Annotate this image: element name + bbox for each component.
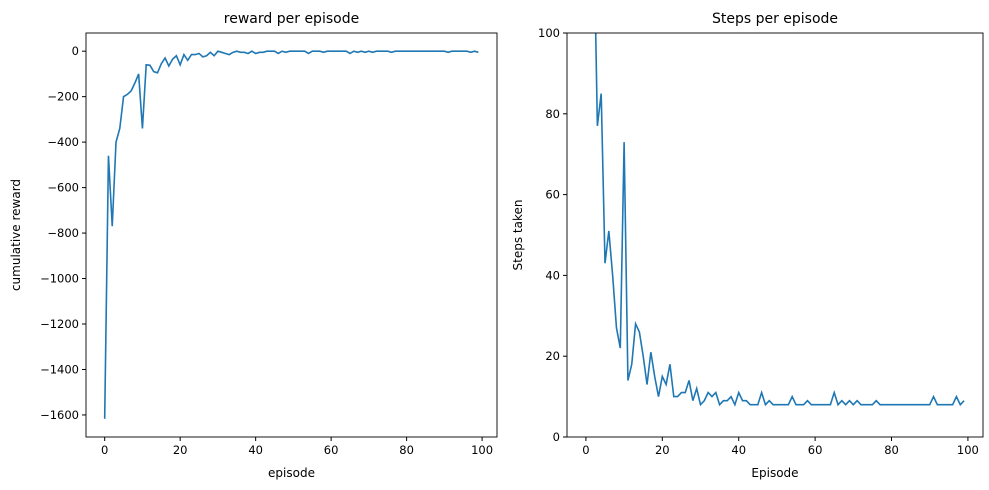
x-tick-label: 20 bbox=[173, 443, 188, 457]
plot-frame bbox=[566, 32, 984, 438]
plot-frame bbox=[85, 32, 498, 438]
x-axis-label: episode bbox=[268, 466, 315, 480]
x-tick-label: 80 bbox=[399, 443, 414, 457]
x-tick-label: 20 bbox=[655, 443, 670, 457]
x-tick-label: 60 bbox=[808, 443, 823, 457]
chart-title: reward per episode bbox=[224, 11, 359, 27]
y-tick-label: 20 bbox=[545, 349, 560, 363]
y-tick-label: 0 bbox=[553, 430, 560, 444]
y-tick-label: −400 bbox=[47, 135, 79, 149]
y-axis-label: cumulative reward bbox=[9, 179, 23, 291]
y-tick-label: −1200 bbox=[40, 317, 79, 331]
x-tick-label: 100 bbox=[471, 443, 493, 457]
x-tick-label: 60 bbox=[324, 443, 339, 457]
y-tick-label: −200 bbox=[47, 90, 79, 104]
y-tick-label: 0 bbox=[72, 44, 79, 58]
y-tick-label: 60 bbox=[545, 188, 560, 202]
y-tick-label: −1600 bbox=[40, 408, 79, 422]
y-tick-label: 80 bbox=[545, 107, 560, 121]
x-tick-label: 40 bbox=[731, 443, 746, 457]
x-tick-label: 0 bbox=[101, 443, 108, 457]
x-tick-label: 80 bbox=[884, 443, 899, 457]
y-tick-label: 100 bbox=[538, 26, 560, 40]
x-tick-label: 100 bbox=[957, 443, 979, 457]
x-tick-label: 40 bbox=[248, 443, 263, 457]
y-tick-label: −600 bbox=[47, 181, 79, 195]
y-tick-label: 40 bbox=[545, 268, 560, 282]
data-line bbox=[594, 33, 965, 407]
x-axis-label: Episode bbox=[751, 466, 798, 480]
y-axis-label: Steps taken bbox=[511, 200, 525, 271]
x-tick-label: 0 bbox=[582, 443, 589, 457]
y-tick-label: −1400 bbox=[40, 362, 79, 376]
y-tick-label: −1000 bbox=[40, 272, 79, 286]
data-line bbox=[103, 50, 479, 419]
chart-title: Steps per episode bbox=[712, 11, 838, 27]
y-tick-label: −800 bbox=[47, 226, 79, 240]
